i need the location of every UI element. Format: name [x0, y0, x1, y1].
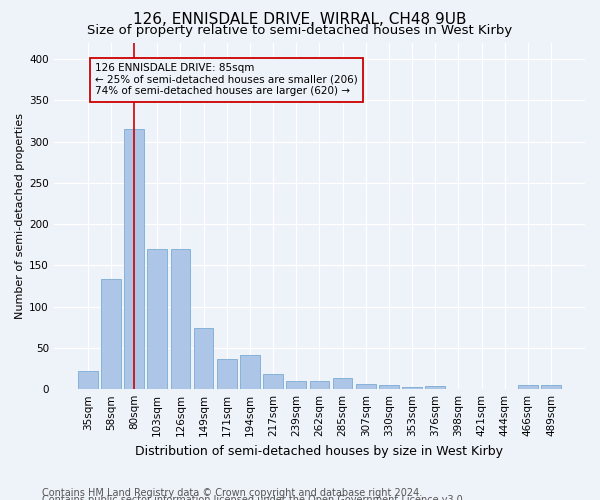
Bar [78, 371, 98, 389]
Bar [333, 378, 352, 389]
X-axis label: Distribution of semi-detached houses by size in West Kirby: Distribution of semi-detached houses by … [136, 444, 503, 458]
Y-axis label: Number of semi-detached properties: Number of semi-detached properties [15, 113, 25, 319]
Bar [402, 386, 422, 389]
Bar [518, 385, 538, 389]
Bar [101, 280, 121, 389]
Text: Contains HM Land Registry data © Crown copyright and database right 2024.: Contains HM Land Registry data © Crown c… [42, 488, 422, 498]
Text: Size of property relative to semi-detached houses in West Kirby: Size of property relative to semi-detach… [88, 24, 512, 37]
Bar [240, 354, 260, 389]
Bar [148, 249, 167, 389]
Bar [194, 328, 214, 389]
Bar [263, 374, 283, 389]
Text: 126, ENNISDALE DRIVE, WIRRAL, CH48 9UB: 126, ENNISDALE DRIVE, WIRRAL, CH48 9UB [133, 12, 467, 28]
Bar [541, 385, 561, 389]
Bar [310, 381, 329, 389]
Bar [124, 129, 144, 389]
Bar [286, 381, 306, 389]
Text: 126 ENNISDALE DRIVE: 85sqm
← 25% of semi-detached houses are smaller (206)
74% o: 126 ENNISDALE DRIVE: 85sqm ← 25% of semi… [95, 63, 358, 96]
Bar [217, 360, 236, 389]
Bar [356, 384, 376, 389]
Bar [425, 386, 445, 389]
Bar [170, 249, 190, 389]
Bar [379, 385, 399, 389]
Text: Contains public sector information licensed under the Open Government Licence v3: Contains public sector information licen… [42, 495, 466, 500]
